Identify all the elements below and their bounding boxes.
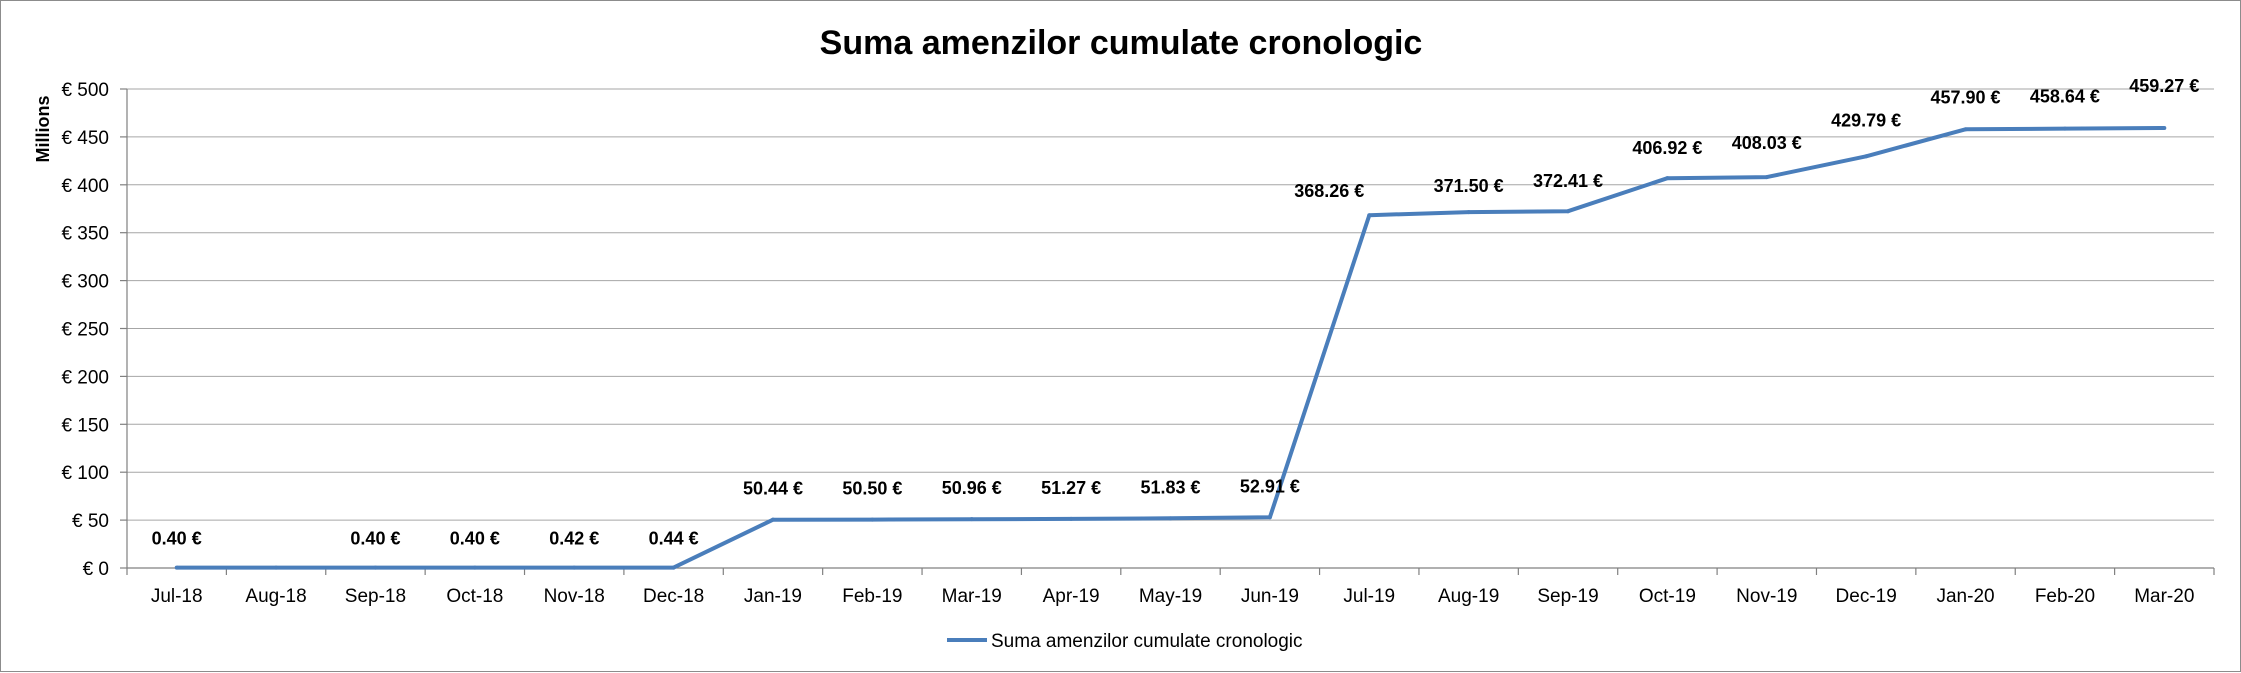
data-label: 406.92 €	[1632, 138, 1702, 158]
data-point	[274, 565, 279, 570]
x-tick-label: Jun-19	[1241, 586, 1299, 607]
data-label: 51.27 €	[1041, 478, 1101, 498]
x-tick-label: Oct-18	[446, 586, 503, 607]
x-tick-label: Jan-20	[1936, 586, 1994, 607]
data-point	[1963, 127, 1968, 132]
x-tick-label: Dec-19	[1836, 586, 1897, 607]
data-point	[770, 517, 775, 522]
data-point	[1069, 516, 1074, 521]
x-tick-label: Dec-18	[643, 586, 704, 607]
data-point	[1665, 176, 1670, 181]
data-point	[1566, 209, 1571, 214]
data-point	[1267, 515, 1272, 520]
y-tick-label: € 0	[83, 559, 109, 580]
data-label: 0.42 €	[549, 529, 599, 549]
y-tick-label: € 250	[61, 320, 109, 341]
x-tick-label: May-19	[1139, 586, 1202, 607]
data-label-layer: 0.40 € 0.40 € 0.40 € 0.42 € 0.44 € 50.44 € 50.…	[152, 76, 2200, 549]
data-point	[472, 565, 477, 570]
data-point	[572, 565, 577, 570]
x-tick-label: Mar-19	[942, 586, 1002, 607]
data-point	[1466, 210, 1471, 215]
data-point	[969, 517, 974, 522]
axis-layer: € 0 € 50 € 100 € 150 € 200 € 250 € 300 € 350 € 4…	[61, 80, 2215, 607]
x-tick-label: Apr-19	[1043, 586, 1100, 607]
series-layer	[174, 126, 2167, 570]
data-label: 408.03 €	[1732, 133, 1802, 153]
y-tick-label: € 450	[61, 128, 109, 149]
data-label: 372.41 €	[1533, 171, 1603, 191]
data-point	[1168, 516, 1173, 521]
series-line	[176, 126, 2165, 570]
chart-title: Suma amenzilor cumulate cronologic	[820, 24, 1423, 62]
data-label: 0.40 €	[350, 529, 400, 549]
data-point	[373, 565, 378, 570]
data-label: 50.44 €	[743, 479, 803, 499]
data-point	[671, 565, 676, 570]
x-tick-label: Aug-19	[1438, 586, 1499, 607]
data-point	[1864, 154, 1869, 159]
data-point	[1367, 213, 1372, 218]
data-point	[2062, 126, 2067, 131]
data-label: 50.96 €	[942, 478, 1002, 498]
data-point	[870, 517, 875, 522]
data-label: 429.79 €	[1831, 110, 1901, 130]
y-tick-label: € 100	[61, 463, 109, 484]
data-label: 0.40 €	[152, 529, 202, 549]
x-tick-label: Jul-18	[151, 586, 203, 607]
legend: Suma amenzilor cumulate cronologic	[947, 631, 1303, 652]
y-tick-label: € 300	[61, 272, 109, 293]
y-tick-label: € 500	[61, 80, 109, 101]
x-tick-label: Mar-20	[2134, 586, 2194, 607]
x-tick-label: Feb-19	[842, 586, 902, 607]
grid-layer	[127, 88, 2214, 521]
data-point	[174, 565, 179, 570]
x-tick-label: Jan-19	[744, 586, 802, 607]
data-label: 457.90 €	[1931, 87, 2001, 107]
y-tick-label: € 350	[61, 224, 109, 245]
x-tick-label: Sep-19	[1537, 586, 1598, 607]
x-tick-label: Jul-19	[1343, 586, 1395, 607]
x-tick-label: Feb-20	[2035, 586, 2095, 607]
y-tick-label: € 200	[61, 367, 109, 388]
legend-label: Suma amenzilor cumulate cronologic	[991, 631, 1303, 652]
data-label: 0.40 €	[450, 529, 500, 549]
data-label: 52.91 €	[1240, 476, 1300, 496]
data-label: 368.26 €	[1294, 181, 1364, 201]
data-label: 458.64 €	[2030, 87, 2100, 107]
x-tick-label: Nov-18	[544, 586, 605, 607]
y-tick-label: € 50	[72, 511, 109, 532]
data-label: 459.27 €	[2129, 76, 2199, 96]
x-tick-label: Oct-19	[1639, 586, 1696, 607]
x-tick-label: Aug-18	[245, 586, 306, 607]
y-tick-label: € 400	[61, 176, 109, 197]
data-point	[1764, 175, 1769, 180]
data-label: 51.83 €	[1140, 477, 1200, 497]
data-label: 0.44 €	[649, 529, 699, 549]
data-point	[2162, 126, 2167, 131]
y-tick-label: € 150	[61, 415, 109, 436]
x-tick-label: Sep-18	[345, 586, 406, 607]
data-label: 371.50 €	[1434, 176, 1504, 196]
data-label: 50.50 €	[842, 479, 902, 499]
y-axis-label: Millions	[33, 96, 53, 163]
x-tick-label: Nov-19	[1736, 586, 1797, 607]
